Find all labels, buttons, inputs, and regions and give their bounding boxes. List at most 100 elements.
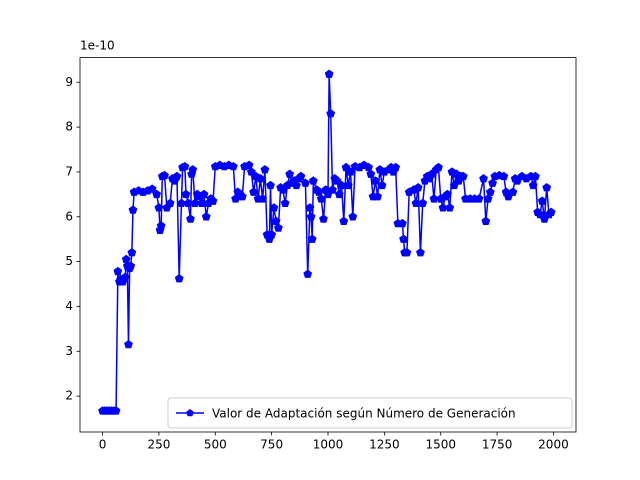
point-marker bbox=[244, 160, 254, 169]
point-marker bbox=[508, 187, 518, 196]
point-marker bbox=[339, 216, 349, 225]
point-marker bbox=[188, 165, 198, 174]
y-tick-label: 7 bbox=[65, 164, 73, 178]
legend-box bbox=[167, 397, 573, 429]
point-marker bbox=[434, 162, 443, 172]
point-marker bbox=[174, 274, 184, 283]
point-marker bbox=[165, 198, 175, 208]
point-marker bbox=[531, 171, 540, 181]
point-marker bbox=[128, 205, 138, 214]
point-marker bbox=[296, 171, 306, 181]
y-tick-label: 9 bbox=[65, 75, 73, 89]
point-marker bbox=[488, 178, 497, 187]
point-marker bbox=[398, 218, 407, 228]
point-marker bbox=[391, 162, 401, 172]
point-marker bbox=[208, 196, 218, 205]
point-marker bbox=[255, 174, 265, 183]
x-tick-label: 750 bbox=[260, 438, 283, 452]
point-marker bbox=[334, 189, 344, 199]
point-marker bbox=[126, 261, 136, 270]
y-tick-label: 3 bbox=[65, 344, 73, 358]
point-marker bbox=[542, 183, 552, 192]
x-tick-label: 0 bbox=[99, 438, 107, 452]
point-marker bbox=[474, 194, 484, 203]
point-marker bbox=[481, 216, 491, 225]
axes-frame bbox=[79, 57, 577, 433]
point-marker bbox=[237, 191, 247, 201]
point-marker bbox=[308, 176, 318, 185]
point-marker bbox=[280, 198, 290, 208]
point-marker bbox=[413, 183, 423, 192]
point-marker bbox=[402, 248, 412, 257]
point-marker bbox=[479, 174, 488, 183]
y-tick-label: 2 bbox=[65, 389, 73, 403]
point-marker bbox=[274, 223, 283, 232]
point-marker bbox=[267, 230, 277, 239]
point-marker bbox=[111, 406, 121, 415]
point-marker bbox=[348, 212, 358, 221]
point-marker bbox=[443, 189, 452, 199]
point-marker bbox=[546, 207, 556, 217]
point-marker bbox=[152, 189, 162, 199]
point-marker bbox=[301, 178, 310, 187]
point-marker bbox=[370, 176, 380, 185]
point-marker bbox=[258, 194, 268, 203]
point-marker bbox=[445, 203, 455, 212]
point-marker bbox=[292, 180, 301, 190]
point-marker bbox=[124, 339, 133, 349]
legend-label: Valor de Adaptación según Número de Gene… bbox=[212, 407, 516, 421]
point-marker bbox=[377, 180, 387, 190]
point-marker bbox=[127, 248, 137, 257]
point-marker bbox=[199, 189, 209, 199]
x-tick-label: 1500 bbox=[425, 438, 456, 452]
point-marker bbox=[341, 162, 351, 172]
point-marker bbox=[528, 180, 538, 190]
point-marker bbox=[172, 171, 182, 181]
point-marker bbox=[328, 185, 337, 194]
legend-marker bbox=[186, 409, 194, 417]
point-marker bbox=[537, 196, 547, 205]
point-marker bbox=[249, 187, 258, 196]
point-marker bbox=[271, 216, 281, 225]
point-marker bbox=[418, 198, 428, 208]
x-tick-label: 250 bbox=[147, 438, 170, 452]
point-marker bbox=[343, 180, 353, 190]
point-marker bbox=[416, 248, 425, 257]
x-tick-label: 1000 bbox=[313, 438, 344, 452]
point-marker bbox=[307, 234, 317, 243]
x-tick-label: 1750 bbox=[482, 438, 513, 452]
point-marker bbox=[228, 161, 238, 171]
point-marker bbox=[154, 203, 164, 212]
x-tick-label: 2000 bbox=[538, 438, 569, 452]
point-marker bbox=[324, 69, 334, 78]
point-marker bbox=[305, 203, 315, 212]
point-marker bbox=[499, 171, 509, 181]
offset-text: 1e-10 bbox=[80, 39, 115, 53]
point-marker bbox=[201, 212, 211, 221]
point-marker bbox=[269, 203, 279, 212]
y-tick-label: 4 bbox=[65, 299, 73, 313]
point-marker bbox=[535, 209, 545, 219]
point-marker bbox=[326, 109, 336, 118]
point-marker bbox=[319, 214, 328, 223]
point-marker bbox=[120, 272, 130, 282]
point-marker bbox=[483, 194, 493, 203]
point-marker bbox=[156, 221, 166, 230]
point-marker bbox=[113, 266, 123, 276]
point-marker bbox=[458, 171, 468, 181]
point-marker bbox=[181, 189, 191, 199]
y-tick-label: 8 bbox=[65, 120, 73, 134]
point-marker bbox=[266, 180, 275, 190]
point-marker bbox=[160, 170, 169, 180]
x-tick-label: 1250 bbox=[369, 438, 400, 452]
y-tick-label: 6 bbox=[65, 209, 73, 223]
point-marker bbox=[180, 161, 190, 171]
y-tick-label: 5 bbox=[65, 254, 73, 268]
point-marker bbox=[332, 176, 342, 185]
point-marker bbox=[485, 187, 495, 196]
point-marker bbox=[316, 194, 326, 203]
point-marker bbox=[260, 165, 270, 174]
point-marker bbox=[364, 162, 373, 172]
point-marker bbox=[399, 234, 408, 243]
point-marker bbox=[373, 191, 382, 201]
